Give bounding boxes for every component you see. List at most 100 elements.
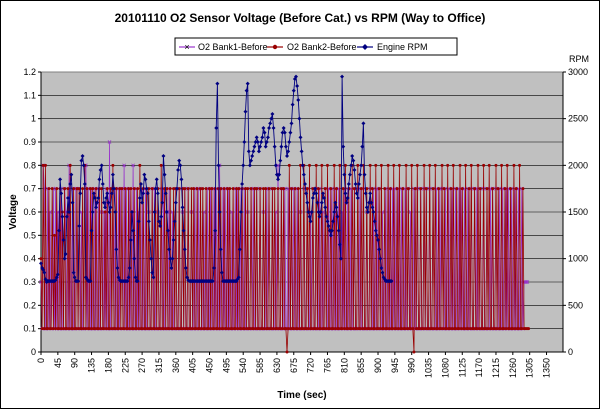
data-point: [299, 149, 304, 154]
data-point: [315, 200, 320, 205]
legend-label-bank1: O2 Bank1-Before: [198, 42, 268, 52]
data-point: [332, 210, 337, 214]
data-point: [247, 163, 252, 168]
data-point: [369, 327, 373, 331]
data-point: [63, 187, 67, 191]
data-point: [168, 256, 173, 261]
data-point: [231, 187, 235, 191]
data-point: [302, 182, 307, 186]
data-point: [256, 149, 261, 154]
data-point: [406, 187, 410, 191]
data-point: [484, 327, 488, 331]
data-point: [358, 172, 363, 177]
data-point: [172, 219, 177, 224]
data-point: [96, 327, 100, 331]
data-point: [251, 327, 255, 331]
data-point: [350, 154, 355, 158]
data-point: [70, 327, 74, 331]
data-point: [370, 187, 374, 191]
data-point: [172, 187, 176, 191]
data-point: [307, 163, 311, 167]
data-point: [114, 247, 119, 252]
data-point: [449, 187, 453, 191]
y-tick-label: 0.6: [23, 207, 36, 217]
data-point: [155, 327, 159, 331]
data-point: [396, 327, 400, 331]
data-point: [42, 270, 47, 275]
data-point: [487, 163, 491, 167]
data-point: [237, 247, 242, 252]
x-tick-label: 765: [322, 358, 332, 373]
data-point: [204, 187, 208, 191]
data-point: [143, 327, 147, 331]
data-point: [190, 187, 194, 191]
data-point: [415, 163, 419, 167]
data-point: [173, 200, 178, 205]
data-point: [68, 163, 72, 167]
data-point: [137, 327, 141, 331]
data-point: [261, 126, 266, 130]
data-point: [383, 187, 387, 191]
data-point: [76, 327, 80, 331]
data-point: [249, 187, 253, 191]
data-point: [50, 187, 54, 191]
data-point: [164, 210, 169, 214]
data-point: [310, 196, 315, 200]
data-point: [240, 182, 245, 186]
data-point: [373, 327, 377, 331]
data-point: [351, 327, 355, 331]
data-point: [498, 327, 502, 331]
x-tick-label: 90: [70, 358, 80, 368]
data-point: [87, 327, 91, 331]
data-point: [355, 327, 359, 331]
x-tick-label: 810: [339, 358, 349, 373]
data-point: [301, 172, 306, 177]
x-tick-label: 1215: [491, 358, 501, 378]
data-point: [504, 327, 508, 331]
data-point: [177, 158, 182, 163]
data-point: [67, 327, 71, 331]
data-point: [62, 256, 67, 261]
data-point: [108, 205, 113, 210]
data-point: [41, 163, 45, 167]
x-tick-label: 675: [289, 358, 299, 373]
data-point: [49, 327, 53, 331]
data-point: [85, 187, 89, 191]
data-point: [359, 163, 364, 168]
x-tick-label: 540: [238, 358, 248, 373]
data-point: [103, 205, 108, 210]
data-point: [466, 327, 470, 331]
data-point: [107, 210, 112, 214]
data-point: [311, 191, 316, 196]
data-point: [131, 228, 136, 233]
data-point: [163, 191, 168, 196]
data-point: [503, 187, 507, 191]
data-point: [314, 163, 318, 167]
data-point: [112, 186, 117, 191]
data-point: [242, 140, 247, 144]
data-point: [165, 187, 169, 191]
data-point: [161, 154, 166, 158]
data-point: [509, 187, 513, 191]
data-point: [91, 187, 95, 191]
data-point: [352, 168, 357, 172]
data-point: [493, 327, 497, 331]
data-point: [285, 350, 289, 354]
data-point: [317, 214, 322, 219]
data-point: [270, 187, 274, 191]
data-point: [81, 163, 86, 168]
data-point: [119, 327, 123, 331]
data-point: [323, 187, 327, 191]
data-point: [414, 327, 418, 331]
y-tick-label: 0: [31, 347, 36, 357]
data-point: [182, 327, 186, 331]
x-tick-label: 1125: [457, 358, 467, 377]
data-point: [131, 163, 136, 168]
data-point: [343, 191, 348, 196]
data-point: [227, 327, 231, 331]
data-point: [94, 205, 99, 210]
data-point: [255, 187, 259, 191]
x-tick-label: 135: [87, 358, 97, 373]
data-point: [186, 187, 190, 191]
y-tick-label: 0.8: [23, 160, 36, 170]
